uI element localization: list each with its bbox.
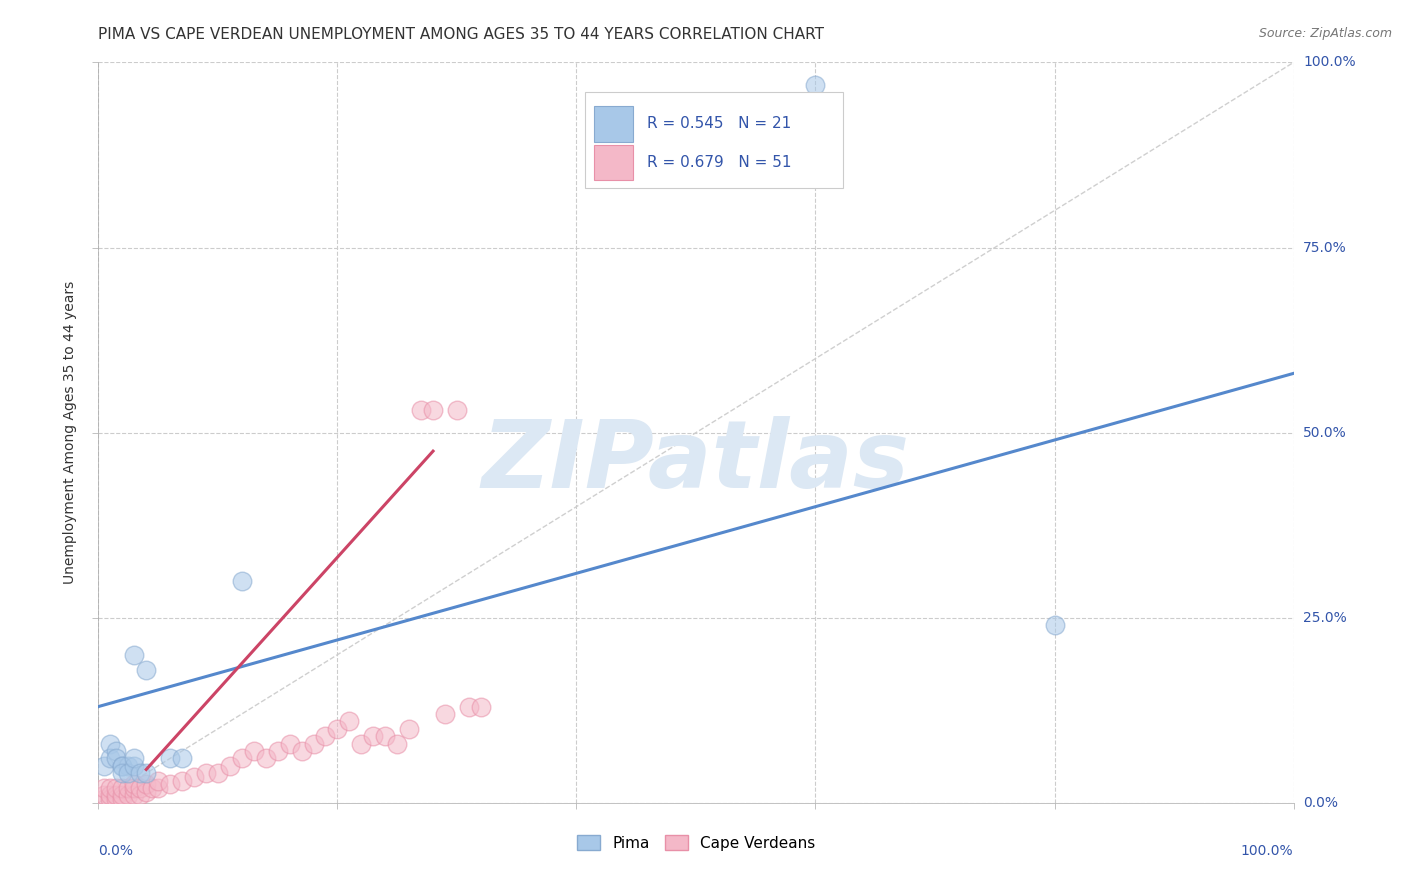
Point <box>291 744 314 758</box>
FancyBboxPatch shape <box>585 92 844 188</box>
Point <box>326 722 349 736</box>
Point <box>129 789 152 803</box>
Text: 100.0%: 100.0% <box>1303 55 1355 70</box>
Point <box>350 737 373 751</box>
Point <box>434 706 457 721</box>
Point <box>117 758 139 772</box>
Point <box>374 729 396 743</box>
Point <box>219 758 242 772</box>
Point <box>98 751 122 765</box>
Legend: Pima, Cape Verdeans: Pima, Cape Verdeans <box>576 835 815 851</box>
Text: PIMA VS CAPE VERDEAN UNEMPLOYMENT AMONG AGES 35 TO 44 YEARS CORRELATION CHART: PIMA VS CAPE VERDEAN UNEMPLOYMENT AMONG … <box>98 27 824 42</box>
Point <box>93 758 115 772</box>
Point <box>124 780 146 795</box>
Point <box>111 792 134 806</box>
Point <box>105 789 128 803</box>
Text: ZIPatlas: ZIPatlas <box>482 417 910 508</box>
Point <box>267 744 290 758</box>
Point <box>111 789 134 803</box>
Point <box>1043 618 1066 632</box>
Point <box>105 744 128 758</box>
Point <box>129 780 152 795</box>
Point <box>135 777 157 791</box>
Point <box>105 780 128 795</box>
Point <box>172 751 194 765</box>
Point <box>385 737 409 751</box>
Point <box>231 574 253 588</box>
Point <box>124 751 146 765</box>
Point <box>135 785 157 799</box>
Y-axis label: Unemployment Among Ages 35 to 44 years: Unemployment Among Ages 35 to 44 years <box>63 281 77 584</box>
Text: 50.0%: 50.0% <box>1303 425 1347 440</box>
FancyBboxPatch shape <box>595 145 633 180</box>
Point <box>129 766 152 780</box>
Point <box>278 737 301 751</box>
Text: R = 0.545   N = 21: R = 0.545 N = 21 <box>647 116 792 131</box>
Point <box>124 648 146 662</box>
Point <box>117 780 139 795</box>
Point <box>195 766 218 780</box>
Point <box>93 792 115 806</box>
Point <box>315 729 337 743</box>
Point <box>302 737 325 751</box>
Text: 100.0%: 100.0% <box>1241 844 1294 857</box>
Point <box>98 780 122 795</box>
Point <box>148 773 170 788</box>
Point <box>207 766 229 780</box>
Point <box>243 744 266 758</box>
Point <box>470 699 492 714</box>
Point <box>93 780 115 795</box>
Point <box>148 780 170 795</box>
Point <box>172 773 194 788</box>
Point <box>98 792 122 806</box>
Point <box>117 766 139 780</box>
Text: 0.0%: 0.0% <box>98 844 134 857</box>
Point <box>135 766 157 780</box>
Point <box>141 780 163 795</box>
Text: R = 0.679   N = 51: R = 0.679 N = 51 <box>647 155 792 169</box>
Point <box>98 789 122 803</box>
Point <box>135 663 157 677</box>
Text: Source: ZipAtlas.com: Source: ZipAtlas.com <box>1258 27 1392 40</box>
Point <box>124 758 146 772</box>
Point <box>105 792 128 806</box>
Point <box>159 751 181 765</box>
Point <box>411 403 433 417</box>
FancyBboxPatch shape <box>595 106 633 142</box>
Text: 0.0%: 0.0% <box>1303 796 1339 810</box>
Text: 75.0%: 75.0% <box>1303 241 1347 254</box>
Text: 25.0%: 25.0% <box>1303 611 1347 624</box>
Point <box>124 777 146 791</box>
Point <box>339 714 361 729</box>
Point <box>254 751 277 765</box>
Point <box>124 789 146 803</box>
Point <box>111 758 134 772</box>
Point <box>111 758 134 772</box>
Point <box>105 751 128 765</box>
Point <box>398 722 420 736</box>
Point <box>804 78 827 92</box>
Point <box>422 403 444 417</box>
Point <box>183 770 205 784</box>
Point <box>93 789 115 803</box>
Point <box>117 789 139 803</box>
Point <box>98 737 122 751</box>
Point <box>446 403 468 417</box>
Point <box>363 729 385 743</box>
Point <box>111 766 134 780</box>
Point <box>111 780 134 795</box>
Point <box>458 699 481 714</box>
Point <box>231 751 253 765</box>
Point <box>159 777 181 791</box>
